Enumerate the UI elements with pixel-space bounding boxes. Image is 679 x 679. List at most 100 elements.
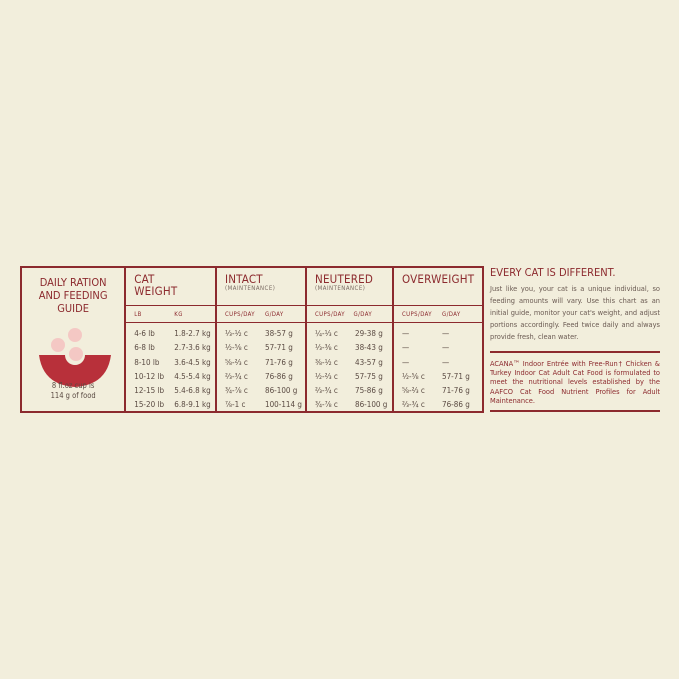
table-cell: 86-100 g <box>265 386 298 396</box>
caption-line: 8 fl.oz cup is <box>51 381 95 390</box>
table-cell: 71-76 g <box>265 357 293 367</box>
table-row: ⅝-⅔ c 71-76 g <box>402 384 482 398</box>
guide-column: DAILY RATION AND FEEDING GUIDE 8 fl.oz cu… <box>22 268 127 411</box>
caption-line: 114 g of food <box>50 391 96 400</box>
grams-header: G/DAY <box>353 310 373 318</box>
table-cell: 86-100 g <box>355 400 388 410</box>
cup-caption: 8 fl.oz cup is 114 g of food <box>22 381 124 401</box>
table-row: ⅞-1 c 100-114 g <box>225 398 305 412</box>
table-row: — — <box>402 341 482 355</box>
table-cell: 4.5-5.4 kg <box>174 371 211 381</box>
bowl-icon <box>39 328 112 387</box>
weight-column: CAT WEIGHT LB KG 4-6 lb 1.8-2.7 kg 6-8 lb 2.7… <box>126 268 217 411</box>
guide-title-line: AND FEEDING GUIDE <box>38 289 108 315</box>
table-row: ½-⅔ c 57-75 g <box>315 370 392 384</box>
table-cell: ⅔-¾ c <box>315 386 338 396</box>
table-cell: 75-86 g <box>355 386 383 396</box>
overweight-column: OVERWEIGHT CUPS/DAY G/DAY — — — — — — ½-⅝ c 57-7… <box>394 268 482 411</box>
table-row: 4-6 lb 1.8-2.7 kg <box>134 327 215 341</box>
table-cell: ¾-⅞ c <box>315 400 338 410</box>
table-cell: ½-⅔ c <box>315 371 338 381</box>
table-cell: 5.4-6.8 kg <box>174 386 211 396</box>
guide-title-line: DAILY RATION <box>39 276 107 289</box>
table-cell: 71-76 g <box>442 386 470 396</box>
table-cell: 15-20 lb <box>134 400 165 410</box>
info-title: EVERY CAT IS DIFFERENT. <box>490 266 616 279</box>
table-cell: ⅔-¾ c <box>225 371 248 381</box>
table-cell: 1.8-2.7 kg <box>174 329 211 338</box>
divider <box>490 410 660 413</box>
intact-title: INTACT <box>225 272 263 286</box>
table-row: 15-20 lb 6.8-9.1 kg <box>134 398 215 412</box>
table-row: ½-⅝ c 57-71 g <box>225 341 305 355</box>
grams-header: G/DAY <box>442 310 461 318</box>
divider <box>490 351 660 353</box>
table-row: 8-10 lb 3.6-4.5 kg <box>134 356 215 370</box>
table-row: ⅝-⅔ c 71-76 g <box>225 356 305 370</box>
table-row: ¼-⅓ c 29-38 g <box>315 327 392 341</box>
overweight-title: OVERWEIGHT <box>402 272 475 286</box>
table-cell: 38-43 g <box>355 343 383 353</box>
table-cell: — <box>442 329 450 338</box>
table-row: ¾-⅞ c 86-100 g <box>225 384 305 398</box>
table-cell: ⅔-¾ c <box>402 400 425 410</box>
table-cell: — <box>442 357 450 367</box>
table-cell: ½-⅝ c <box>402 371 425 381</box>
table-cell: — <box>402 329 410 338</box>
table-cell: 3.6-4.5 kg <box>174 357 211 367</box>
table-cell: 43-57 g <box>355 357 383 367</box>
neutered-note: (MAINTENANCE) <box>315 285 366 292</box>
table-cell: ¾-⅞ c <box>225 386 248 396</box>
table-cell: 76-86 g <box>442 400 470 410</box>
table-cell: 4-6 lb <box>134 329 155 338</box>
info-panel: EVERY CAT IS DIFFERENT. Just like you, y… <box>490 266 660 418</box>
table-cell: ⅓-⅜ c <box>315 343 338 353</box>
table-row: ⅜-½ c 43-57 g <box>315 356 392 370</box>
table-cell: — <box>402 343 410 353</box>
cups-header: CUPS/DAY <box>402 310 432 318</box>
table-row: ⅓-½ c 38-57 g <box>225 327 305 341</box>
weight-title: CAT <box>134 272 155 286</box>
table-cell: ⅞-1 c <box>225 400 246 410</box>
lb-header: LB <box>134 310 142 318</box>
table-cell: — <box>402 357 410 367</box>
table-cell: 57-71 g <box>265 343 293 353</box>
table-cell: 57-71 g <box>442 371 470 381</box>
table-cell: ⅓-½ c <box>225 329 248 338</box>
table-cell: ⅝-⅔ c <box>225 357 248 367</box>
kg-header: KG <box>174 310 183 318</box>
intact-note: (MAINTENANCE) <box>225 285 276 292</box>
table-row: ⅔-¾ c 76-86 g <box>225 370 305 384</box>
neutered-column: NEUTERED (MAINTENANCE) CUPS/DAY G/DAY ¼-⅓ … <box>307 268 394 411</box>
table-cell: 8-10 lb <box>134 357 160 367</box>
table-row: 6-8 lb 2.7-3.6 kg <box>134 341 215 355</box>
table-cell: 100-114 g <box>265 400 302 410</box>
table-row: 12-15 lb 5.4-6.8 kg <box>134 384 215 398</box>
guide-title: DAILY RATION AND FEEDING GUIDE <box>22 276 124 315</box>
table-row: ⅓-⅜ c 38-43 g <box>315 341 392 355</box>
table-cell: 2.7-3.6 kg <box>174 343 211 353</box>
neutered-title: NEUTERED <box>315 272 373 286</box>
table-cell: 57-75 g <box>355 371 383 381</box>
grams-header: G/DAY <box>265 310 284 318</box>
cups-header: CUPS/DAY <box>225 310 255 318</box>
table-cell: — <box>442 343 450 353</box>
table-cell: 38-57 g <box>265 329 293 338</box>
table-row: 10-12 lb 4.5-5.4 kg <box>134 370 215 384</box>
table-row: — — <box>402 327 482 341</box>
table-cell: ¼-⅓ c <box>315 329 338 338</box>
table-cell: ½-⅝ c <box>225 343 248 353</box>
table-cell: ⅝-⅔ c <box>402 386 425 396</box>
table-cell: 6-8 lb <box>134 343 155 353</box>
table-cell: 76-86 g <box>265 371 293 381</box>
weight-title: WEIGHT <box>134 284 178 298</box>
cups-header: CUPS/DAY <box>315 310 345 318</box>
info-body: Just like you, your cat is a unique indi… <box>490 284 660 341</box>
table-cell: ⅜-½ c <box>315 357 338 367</box>
table-row: ¾-⅞ c 86-100 g <box>315 398 392 412</box>
aafco-statement: ACANA™ Indoor Entrée with Free-Run† Chic… <box>490 359 660 405</box>
table-cell: 29-38 g <box>355 329 383 338</box>
table-row: ½-⅝ c 57-71 g <box>402 370 482 384</box>
table-cell: 10-12 lb <box>134 371 165 381</box>
table-row: ⅔-¾ c 76-86 g <box>402 398 482 412</box>
